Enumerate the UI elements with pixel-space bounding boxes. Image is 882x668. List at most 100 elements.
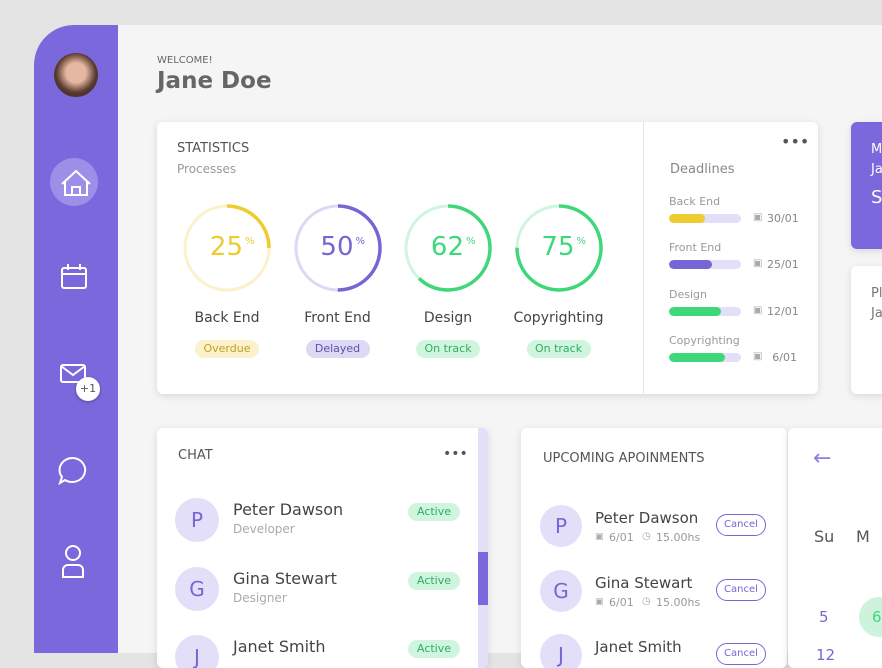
appointment-avatar: G xyxy=(540,569,582,612)
status-badge: On track xyxy=(526,340,591,358)
appointment-name: Janet Smith xyxy=(595,638,682,656)
statistics-card: STATISTICS Processes Deadlines ••• 25% Ba… xyxy=(157,122,818,394)
mail-badge: +1 xyxy=(76,377,100,401)
scrollbar[interactable] xyxy=(478,428,488,668)
menu-button[interactable]: ••• xyxy=(443,446,468,462)
calendar-card: ← Su M 5 6 12 xyxy=(788,428,882,668)
weekday: M xyxy=(856,527,870,546)
appointments-card: UPCOMING APOINMENTS P Peter Dawson ▣ 6/01 ◷ 1… xyxy=(521,428,787,668)
cancel-button[interactable]: Cancel xyxy=(716,643,766,665)
back-arrow[interactable]: ← xyxy=(813,446,832,471)
contact-name: Gina Stewart xyxy=(233,568,337,588)
calendar-date[interactable]: 6 xyxy=(872,608,882,626)
cancel-button[interactable]: Cancel xyxy=(716,514,766,536)
side-card-text: M xyxy=(871,142,882,157)
ring-label: Design xyxy=(423,310,473,326)
ring-arc xyxy=(183,204,271,292)
appointment-name: Peter Dawson xyxy=(595,509,699,527)
badge-bg xyxy=(408,503,460,521)
calendar-icon: ▣ xyxy=(753,258,763,270)
ring-value: 50 xyxy=(320,232,354,262)
badge-text: On track xyxy=(424,342,472,355)
appointment-avatar: P xyxy=(540,505,582,547)
deadline-label: Front End xyxy=(669,241,722,255)
side-card-text: Pl xyxy=(871,286,882,301)
sidebar-icons xyxy=(58,169,91,578)
section-subtitle: Processes xyxy=(177,162,237,176)
date-icon: ▣ xyxy=(595,596,604,607)
progress-ring xyxy=(293,204,382,292)
ring-unit: % xyxy=(466,236,476,247)
ring-label: Back End xyxy=(194,310,260,326)
badge-text: Overdue xyxy=(203,342,251,355)
ring-value: 75 xyxy=(541,232,575,262)
progress-ring xyxy=(514,204,603,292)
ring-value: 62 xyxy=(430,232,464,262)
appointment-time: 15.00hs xyxy=(656,595,701,609)
deadline-date: 12/01 xyxy=(767,304,799,318)
contact-name: Janet Smith xyxy=(233,637,326,656)
appointment-name: Gina Stewart xyxy=(595,573,693,592)
calendar-icon: ▣ xyxy=(753,212,763,223)
ring-arc xyxy=(404,204,492,292)
contact-avatar: P xyxy=(175,498,219,542)
appointment-avatar: J xyxy=(540,634,582,668)
ring-value: 25 xyxy=(209,232,243,262)
weekday: Su xyxy=(814,527,835,546)
date-icon: ▣ xyxy=(595,532,604,542)
ring-label: Front End xyxy=(304,310,371,326)
badge-text: Delayed xyxy=(314,342,361,355)
date-highlight xyxy=(859,597,882,637)
badge-text: On track xyxy=(534,342,583,355)
appointment-time: 15.00hs xyxy=(656,531,701,544)
side-card-text: Ja xyxy=(871,162,882,177)
progress-ring xyxy=(404,204,492,292)
badge-text: Active xyxy=(416,505,452,518)
deadline-track xyxy=(669,306,741,316)
deadline-label: Back End xyxy=(669,195,721,208)
page: +1 WELCOME! Jane Doe STATISTICS Processe… xyxy=(34,25,882,668)
chat-card: CHAT ••• P Peter Dawson Developer Active G Gi… xyxy=(157,428,488,668)
mail-icon[interactable] xyxy=(60,364,86,383)
calendar-icon[interactable] xyxy=(61,267,87,289)
calendar-date[interactable]: 12 xyxy=(816,646,836,664)
cancel-button[interactable]: Cancel xyxy=(716,578,766,601)
user-name: Jane Doe xyxy=(157,68,272,94)
deadline-label: Design xyxy=(669,287,707,301)
divider xyxy=(643,122,644,394)
section-title: STATISTICS xyxy=(177,141,250,156)
contact-role: Developer xyxy=(233,522,295,536)
side-card-text: Ja xyxy=(871,306,882,321)
home-icon[interactable] xyxy=(61,169,91,196)
ring-unit: % xyxy=(245,236,255,247)
section-title: CHAT xyxy=(178,448,213,463)
badge-bg xyxy=(305,340,370,358)
appointment-date: 6/01 xyxy=(609,531,634,544)
calendar-icon: ▣ xyxy=(753,350,763,362)
contact-avatar: J xyxy=(175,635,219,668)
side-card: M Ja S xyxy=(851,122,882,249)
badge-text: Active xyxy=(416,642,452,655)
home-button[interactable] xyxy=(50,158,98,206)
chat-icon[interactable] xyxy=(58,456,87,486)
deadline-label: Copyrighting xyxy=(669,333,740,347)
deadline-track xyxy=(669,352,741,362)
menu-button[interactable]: ••• xyxy=(781,132,810,151)
appointment-date: 6/01 xyxy=(609,595,634,609)
time-icon: ◷ xyxy=(642,595,651,607)
status-badge: Active xyxy=(408,503,460,521)
status-badge: Delayed xyxy=(305,340,370,358)
status-badge: Active xyxy=(408,640,460,658)
deadlines-title: Deadlines xyxy=(670,162,735,177)
ring-arc xyxy=(293,204,382,292)
status-badge: Overdue xyxy=(195,340,259,358)
ring-arc xyxy=(514,204,603,292)
badge-text: Active xyxy=(416,573,452,587)
user-icon[interactable] xyxy=(65,545,81,561)
badge-bg xyxy=(195,340,259,358)
calendar-date[interactable]: 5 xyxy=(819,608,829,626)
ring-label: Copyrighting xyxy=(513,310,604,326)
deadline-bar xyxy=(669,214,705,223)
deadline-bar xyxy=(669,260,713,270)
progress-ring xyxy=(183,204,271,292)
